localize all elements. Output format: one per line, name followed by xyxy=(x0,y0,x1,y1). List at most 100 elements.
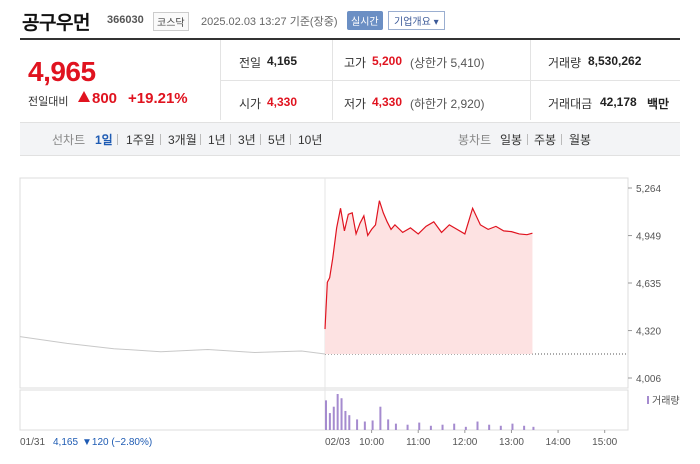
line-chart-label: 선차트 xyxy=(52,133,86,147)
x-tick-label: 02/03 xyxy=(325,437,350,448)
stock-name: 공구우먼 xyxy=(22,13,90,34)
volume-bar xyxy=(379,406,382,430)
x-tick-label: 14:00 xyxy=(546,437,571,448)
x-tick-label: 15:00 xyxy=(592,437,617,448)
prev-day-change: ▼120 (−2.80%) xyxy=(82,437,152,448)
prev-day-caption: 4,165 xyxy=(53,437,78,448)
change-label: 전일대비 xyxy=(28,96,69,108)
x-tick-label: 01/31 xyxy=(20,437,45,448)
today-series-line xyxy=(324,200,533,330)
separator xyxy=(260,134,261,145)
y-tick-label: 5,264 xyxy=(636,184,661,195)
change-value: 800 xyxy=(92,90,118,107)
y-tick-label: 4,320 xyxy=(636,327,661,338)
volume-bar xyxy=(441,424,444,430)
y-tick-label: 4,949 xyxy=(636,232,661,243)
chart-tabs: 선차트 1일 1주일 3개월 1년 3년 5년 10년 봉차트 일봉 주봉 월봉 xyxy=(20,122,680,156)
volume-value: 8,530,262 xyxy=(588,54,642,68)
volume-bar xyxy=(336,394,339,430)
company-info-dropdown[interactable]: 기업개요 ▾ xyxy=(388,11,445,30)
volume-bar xyxy=(363,421,366,430)
volume-bar xyxy=(387,419,390,430)
stock-header: 공구우먼 366030 코스닥 2025.02.03 13:27 기준(장중) … xyxy=(0,0,700,40)
separator xyxy=(160,134,161,145)
volume-frame xyxy=(19,389,629,431)
volume-bar xyxy=(418,422,421,430)
separator xyxy=(290,134,291,145)
volume-bar xyxy=(356,419,359,430)
chevron-down-icon: ▾ xyxy=(433,17,439,28)
volume-bar xyxy=(453,423,456,430)
x-tick-label: 12:00 xyxy=(452,437,477,448)
today-area-fill xyxy=(325,200,533,354)
low-label: 저가 xyxy=(344,97,367,111)
separator xyxy=(200,134,201,145)
current-price: 4,965 xyxy=(28,56,96,87)
volume-bar xyxy=(344,410,347,430)
divider xyxy=(220,80,680,81)
header-divider xyxy=(20,38,680,40)
volume-bar xyxy=(371,420,374,430)
price-chart: 5,264 4,949 4,635 4,320 4,006 거래량 01/31 4,165 ▼1… xyxy=(19,177,680,448)
upper-limit: (상한가 5,410) xyxy=(410,56,485,70)
separator xyxy=(117,134,118,145)
prev-value: 4,165 xyxy=(267,54,298,68)
volume-bar xyxy=(348,415,351,430)
tab-daily-candle[interactable]: 일봉 xyxy=(500,133,523,147)
stock-code: 366030 xyxy=(107,14,144,26)
volume-bar xyxy=(488,424,491,430)
tab-1week[interactable]: 1주일 xyxy=(126,133,155,147)
open-label: 시가 xyxy=(239,97,262,111)
x-tick-label: 10:00 xyxy=(359,437,384,448)
company-info-label: 기업개요 xyxy=(394,17,431,28)
tab-1year[interactable]: 1년 xyxy=(208,133,226,147)
separator xyxy=(561,134,562,145)
y-tick-label: 4,006 xyxy=(636,374,661,385)
up-arrow-icon xyxy=(78,91,90,102)
tab-5year[interactable]: 5년 xyxy=(268,133,286,147)
separator xyxy=(230,134,231,145)
volume-legend-swatch xyxy=(647,396,649,404)
separator xyxy=(527,134,528,145)
x-tick-label: 11:00 xyxy=(406,437,431,448)
volume-bar xyxy=(406,424,409,430)
low-value: 4,330 xyxy=(372,95,403,109)
high-value: 5,200 xyxy=(372,54,403,68)
realtime-button[interactable]: 실시간 xyxy=(347,11,383,30)
market-badge: 코스닥 xyxy=(153,12,189,31)
tab-1day[interactable]: 1일 xyxy=(95,133,113,147)
plot-frame xyxy=(19,177,629,389)
volume-bar xyxy=(332,406,335,430)
amount-value: 42,178 xyxy=(600,95,637,109)
high-label: 고가 xyxy=(344,56,367,70)
volume-bar xyxy=(476,421,479,430)
open-value: 4,330 xyxy=(267,95,298,109)
volume-bar xyxy=(340,398,343,430)
change-percent: +19.21% xyxy=(128,90,188,107)
quote-datetime: 2025.02.03 13:27 기준(장중) xyxy=(201,16,338,28)
tab-3year[interactable]: 3년 xyxy=(238,133,256,147)
tab-3month[interactable]: 3개월 xyxy=(168,133,197,147)
candle-chart-label: 봉차트 xyxy=(458,133,492,147)
amount-label: 거래대금 xyxy=(548,97,593,111)
volume-label: 거래량 xyxy=(548,56,582,70)
volume-legend-label: 거래량 xyxy=(652,395,680,407)
tab-monthly-candle[interactable]: 월봉 xyxy=(569,133,592,147)
x-tick-label: 13:00 xyxy=(499,437,524,448)
price-summary: 4,965 전일대비 800 +19.21% 전일 4,165 고가 5,200… xyxy=(20,40,680,120)
volume-bar xyxy=(328,413,331,430)
volume-bar xyxy=(532,426,535,430)
amount-unit: 백만 xyxy=(647,97,670,111)
volume-bar xyxy=(511,423,514,430)
lower-limit: (하한가 2,920) xyxy=(410,97,485,111)
tab-10year[interactable]: 10년 xyxy=(298,133,323,147)
volume-bar xyxy=(394,423,397,430)
y-tick-label: 4,635 xyxy=(636,279,661,290)
prev-day-series-line xyxy=(19,336,326,355)
tab-weekly-candle[interactable]: 주봉 xyxy=(534,133,557,147)
prev-label: 전일 xyxy=(239,56,262,70)
volume-bar xyxy=(523,425,526,430)
volume-bar xyxy=(325,400,327,430)
volume-bar xyxy=(464,426,467,430)
volume-bar xyxy=(499,425,502,430)
